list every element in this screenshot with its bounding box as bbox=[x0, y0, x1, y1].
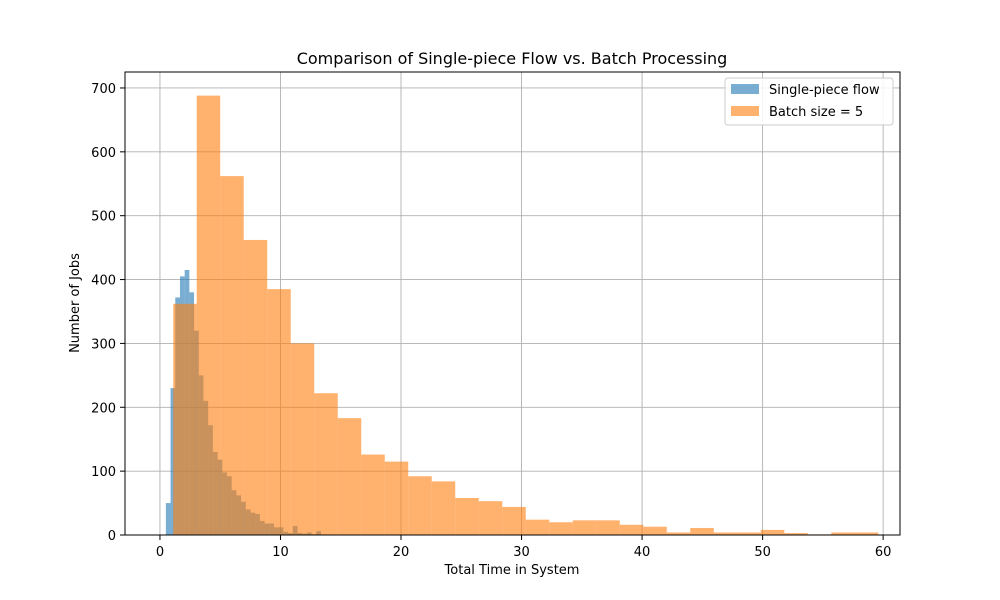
histogram-bar-batch-size-5 bbox=[314, 393, 338, 535]
x-axis-label: Total Time in System bbox=[444, 563, 580, 578]
legend-swatch-single-piece-flow bbox=[731, 84, 759, 94]
plot-frame bbox=[124, 71, 901, 536]
x-tick-label: 30 bbox=[513, 545, 530, 560]
chart-title: Comparison of Single-piece Flow vs. Batc… bbox=[297, 49, 728, 68]
histogram-bar-batch-size-5 bbox=[643, 526, 667, 535]
histogram-bar-batch-size-5 bbox=[478, 501, 503, 535]
histogram-bar-batch-size-5 bbox=[572, 520, 597, 535]
histogram-bar-batch-size-5 bbox=[784, 533, 808, 535]
legend-label-batch-size-5: Batch size = 5 bbox=[769, 105, 863, 120]
histogram-bar-batch-size-5 bbox=[431, 481, 456, 535]
histogram-bar-batch-size-5 bbox=[384, 461, 409, 535]
histogram-bar-batch-size-5 bbox=[596, 520, 620, 535]
histogram-bar-batch-size-5 bbox=[666, 532, 691, 535]
histogram-bar-batch-size-5 bbox=[220, 176, 244, 536]
y-tick-label: 300 bbox=[91, 337, 116, 352]
legend-swatch-batch-size-5 bbox=[731, 106, 759, 116]
histogram-bar-batch-size-5 bbox=[243, 239, 268, 535]
histogram-bar-batch-size-5 bbox=[290, 343, 315, 535]
x-tick-label: 50 bbox=[754, 545, 771, 560]
y-tick-label: 400 bbox=[91, 274, 116, 289]
y-tick-label: 100 bbox=[91, 465, 116, 480]
histogram-bar-batch-size-5 bbox=[267, 289, 291, 535]
histogram-bar-batch-size-5 bbox=[525, 519, 550, 535]
histogram-bar-batch-size-5 bbox=[760, 529, 785, 535]
y-axis-label: Number of Jobs bbox=[68, 253, 83, 353]
histogram-bar-batch-size-5 bbox=[713, 532, 738, 535]
x-tick-label: 0 bbox=[156, 545, 164, 560]
histogram-bar-batch-size-5 bbox=[549, 522, 573, 535]
legend-label-single-piece-flow: Single-piece flow bbox=[769, 83, 880, 98]
histogram-bar-batch-size-5 bbox=[502, 506, 526, 535]
histogram-bar-single-piece-flow bbox=[165, 503, 171, 535]
histogram-bar-batch-size-5 bbox=[173, 303, 197, 535]
y-tick-label: 200 bbox=[91, 401, 116, 416]
y-tick-label: 600 bbox=[91, 146, 116, 161]
histogram-bar-batch-size-5 bbox=[854, 532, 879, 535]
x-tick-label: 10 bbox=[272, 545, 289, 560]
histogram-bar-single-piece-flow bbox=[170, 388, 176, 535]
bars-layer bbox=[165, 95, 879, 536]
y-tick-label: 500 bbox=[91, 210, 116, 225]
histogram-bar-batch-size-5 bbox=[196, 95, 221, 535]
x-tick-label: 20 bbox=[393, 545, 410, 560]
histogram-bar-batch-size-5 bbox=[690, 527, 714, 535]
histogram-bar-batch-size-5 bbox=[408, 476, 432, 535]
histogram-bar-batch-size-5 bbox=[619, 524, 644, 535]
x-tick-label: 40 bbox=[634, 545, 651, 560]
histogram-bar-batch-size-5 bbox=[737, 532, 761, 535]
y-tick-label: 0 bbox=[108, 529, 116, 544]
histogram-bar-batch-size-5 bbox=[361, 454, 385, 535]
legend-frame bbox=[724, 77, 894, 126]
histogram-bar-batch-size-5 bbox=[831, 532, 855, 535]
y-tick-label: 700 bbox=[91, 82, 116, 97]
histogram-bar-batch-size-5 bbox=[455, 497, 479, 535]
histogram-bar-batch-size-5 bbox=[337, 418, 362, 535]
legend: Single-piece flow Batch size = 5 bbox=[724, 77, 894, 126]
x-tick-label: 60 bbox=[875, 545, 892, 560]
